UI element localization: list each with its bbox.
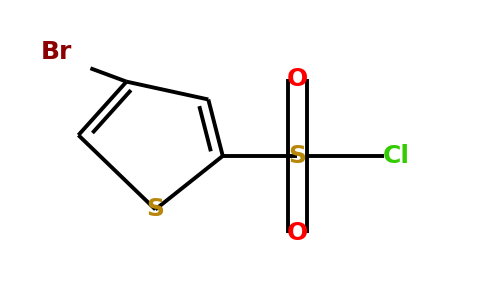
Text: Br: Br [41, 40, 73, 64]
Text: S: S [146, 197, 165, 221]
Text: Cl: Cl [382, 144, 409, 168]
Text: S: S [288, 144, 306, 168]
Text: O: O [287, 67, 308, 91]
Text: O: O [287, 221, 308, 245]
